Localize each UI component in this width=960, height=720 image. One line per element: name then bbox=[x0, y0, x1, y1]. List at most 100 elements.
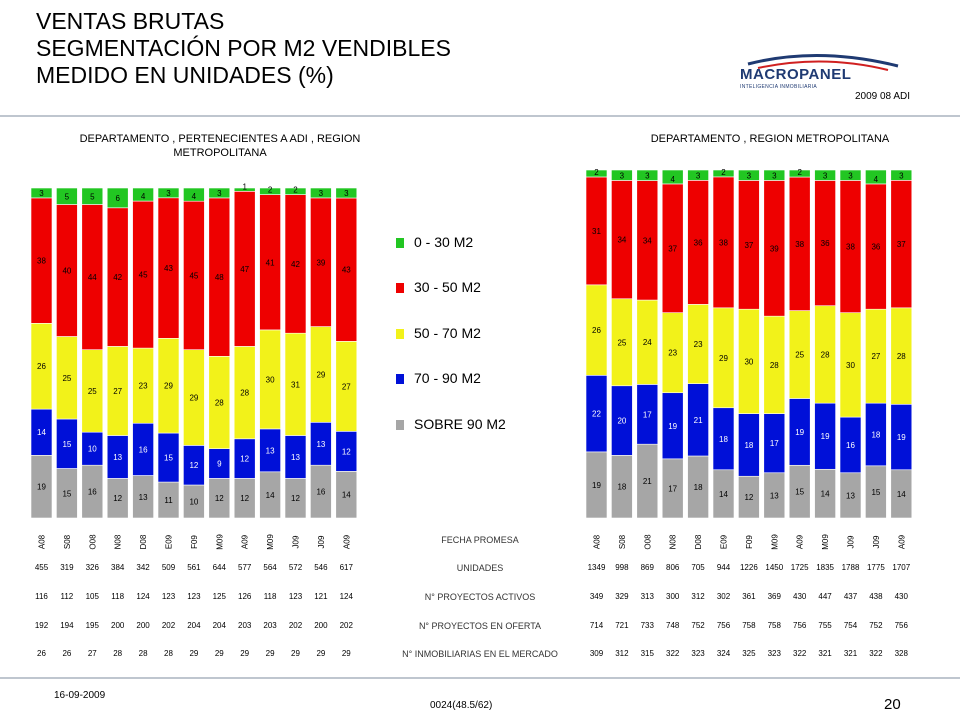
left-bar-6-seg-4 bbox=[183, 187, 205, 202]
left-table-proyectos_oferta-10: 202 bbox=[288, 621, 303, 630]
right-table-proyectos_activos-12: 430 bbox=[894, 592, 908, 601]
left-table-inmobiliarias-6: 29 bbox=[189, 649, 199, 658]
footer-divider bbox=[0, 677, 960, 679]
left-bar-8-seg-4 bbox=[233, 187, 256, 192]
header-divider bbox=[0, 115, 960, 117]
right-bar-9-seg-4 bbox=[814, 169, 836, 181]
right-table-proyectos_activos-5: 302 bbox=[716, 592, 731, 601]
right-table-inmobiliarias-2: 315 bbox=[640, 649, 654, 658]
left-bar-8-label-4: 1 bbox=[242, 182, 247, 191]
left-bar-7-label-2: 28 bbox=[215, 399, 224, 408]
legend-swatch-3 bbox=[396, 374, 404, 384]
left-category-1: S08 bbox=[63, 534, 72, 549]
right-table-inmobiliarias-12: 328 bbox=[894, 649, 908, 658]
right-table-proyectos_oferta-5: 756 bbox=[716, 621, 731, 630]
right-category-7: M09 bbox=[770, 534, 779, 550]
row-label-unidades: UNIDADES bbox=[456, 563, 504, 573]
left-bar-7-label-3: 48 bbox=[215, 273, 224, 282]
left-bar-12-label-0: 14 bbox=[342, 491, 351, 500]
left-category-12: A09 bbox=[342, 534, 351, 549]
left-category-10: J09 bbox=[292, 535, 301, 548]
left-table-proyectos_oferta-12: 202 bbox=[339, 621, 353, 630]
right-table-inmobiliarias-8: 322 bbox=[793, 649, 807, 658]
left-bar-1-label-0: 15 bbox=[62, 489, 71, 498]
left-table-proyectos_oferta-11: 200 bbox=[314, 621, 328, 630]
left-bar-6-label-2: 29 bbox=[189, 394, 198, 403]
slide-title: VENTAS BRUTAS SEGMENTACIÓN POR M2 VENDIB… bbox=[36, 8, 451, 89]
left-table-proyectos_oferta-0: 192 bbox=[34, 621, 49, 630]
right-bar-12-seg-4 bbox=[890, 169, 913, 181]
left-bar-3-label-4: 6 bbox=[115, 194, 120, 203]
left-category-2: O08 bbox=[88, 534, 97, 550]
right-bar-1-label-2: 25 bbox=[617, 338, 626, 347]
right-table-unidades-10: 1788 bbox=[841, 563, 860, 572]
right-bar-1-label-1: 20 bbox=[617, 417, 626, 426]
right-table-unidades-9: 1835 bbox=[816, 563, 834, 572]
right-bar-2-label-3: 34 bbox=[643, 236, 652, 245]
right-table-proyectos_activos-11: 438 bbox=[869, 592, 883, 601]
left-category-11: J09 bbox=[317, 535, 326, 548]
right-category-11: J09 bbox=[872, 535, 881, 548]
right-table-inmobiliarias-9: 321 bbox=[818, 649, 832, 658]
right-bar-7-label-0: 13 bbox=[770, 491, 779, 500]
right-table-unidades-8: 1725 bbox=[790, 563, 809, 572]
right-category-1: S08 bbox=[618, 534, 627, 549]
right-bar-4-label-3: 36 bbox=[694, 238, 703, 247]
right-bar-3-label-2: 23 bbox=[668, 349, 677, 358]
left-table-unidades-7: 644 bbox=[212, 563, 226, 572]
right-bar-7-label-1: 17 bbox=[770, 439, 779, 448]
right-bar-8-label-2: 25 bbox=[795, 351, 804, 360]
legend-label-2: 50 - 70 M2 bbox=[414, 325, 481, 341]
left-bar-10-label-4: 2 bbox=[293, 186, 298, 195]
right-category-8: A09 bbox=[796, 534, 805, 549]
left-bar-6-label-4: 4 bbox=[192, 192, 197, 201]
right-bar-9-label-2: 28 bbox=[821, 350, 830, 359]
right-bar-7-seg-4 bbox=[763, 169, 786, 181]
right-bar-0-label-1: 22 bbox=[592, 410, 601, 419]
right-bar-3-label-4: 4 bbox=[670, 175, 675, 184]
left-bar-6-label-3: 45 bbox=[189, 271, 198, 280]
right-table-unidades-2: 869 bbox=[640, 563, 654, 572]
right-bar-5-label-0: 14 bbox=[719, 490, 728, 499]
left-table-inmobiliarias-10: 29 bbox=[291, 649, 300, 658]
left-bar-9-label-1: 13 bbox=[266, 446, 275, 455]
left-bar-4-label-0: 13 bbox=[139, 493, 148, 502]
legend-label-0: 0 - 30 M2 bbox=[414, 234, 474, 250]
right-table-unidades-11: 1775 bbox=[866, 563, 885, 572]
left-bar-0-label-1: 14 bbox=[37, 428, 46, 437]
right-bar-9-label-1: 19 bbox=[821, 432, 830, 441]
left-table-inmobiliarias-12: 29 bbox=[341, 649, 351, 658]
right-table-proyectos_oferta-10: 754 bbox=[843, 621, 858, 630]
right-bar-2-label-2: 24 bbox=[643, 338, 652, 347]
right-bar-4-label-2: 23 bbox=[694, 340, 703, 349]
left-bar-11-label-4: 3 bbox=[319, 189, 324, 198]
row-label-inmobiliarias: N° INMOBILIARIAS EN EL MERCADO bbox=[402, 649, 558, 659]
left-bar-8-label-1: 12 bbox=[240, 455, 249, 464]
legend-label-3: 70 - 90 M2 bbox=[414, 370, 481, 386]
right-table-proyectos_activos-8: 430 bbox=[793, 592, 807, 601]
right-table-inmobiliarias-4: 323 bbox=[691, 649, 705, 658]
left-bar-3-label-2: 27 bbox=[113, 387, 122, 396]
right-table-inmobiliarias-6: 325 bbox=[742, 649, 756, 658]
left-table-unidades-0: 455 bbox=[34, 563, 49, 572]
right-bar-12-label-4: 3 bbox=[899, 171, 904, 180]
logo-text: MACROPANEL bbox=[740, 66, 852, 83]
left-bar-6-label-0: 10 bbox=[189, 498, 198, 507]
footer-ref: 0024(48.5/62) bbox=[430, 700, 493, 711]
right-category-9: M09 bbox=[821, 534, 830, 550]
right-bar-10-label-4: 3 bbox=[848, 171, 853, 180]
left-bar-12-seg-4 bbox=[335, 187, 358, 199]
right-bar-11-seg-4 bbox=[865, 169, 887, 185]
title-line-2: SEGMENTACIÓN POR M2 VENDIBLES bbox=[36, 35, 451, 61]
left-category-7: M09 bbox=[215, 534, 224, 550]
right-bar-12-label-0: 14 bbox=[897, 490, 906, 499]
left-bar-7-label-4: 3 bbox=[217, 189, 222, 198]
right-bar-4-seg-4 bbox=[687, 169, 709, 181]
left-table-unidades-9: 564 bbox=[263, 563, 277, 572]
left-bar-11-label-0: 16 bbox=[316, 488, 325, 497]
left-bar-9-label-3: 41 bbox=[266, 258, 275, 267]
right-bar-4-label-0: 18 bbox=[694, 483, 703, 492]
row-label-oferta: N° PROYECTOS EN OFERTA bbox=[418, 621, 542, 631]
left-bar-0-label-4: 3 bbox=[39, 189, 44, 198]
left-bar-11-label-1: 13 bbox=[316, 440, 325, 449]
